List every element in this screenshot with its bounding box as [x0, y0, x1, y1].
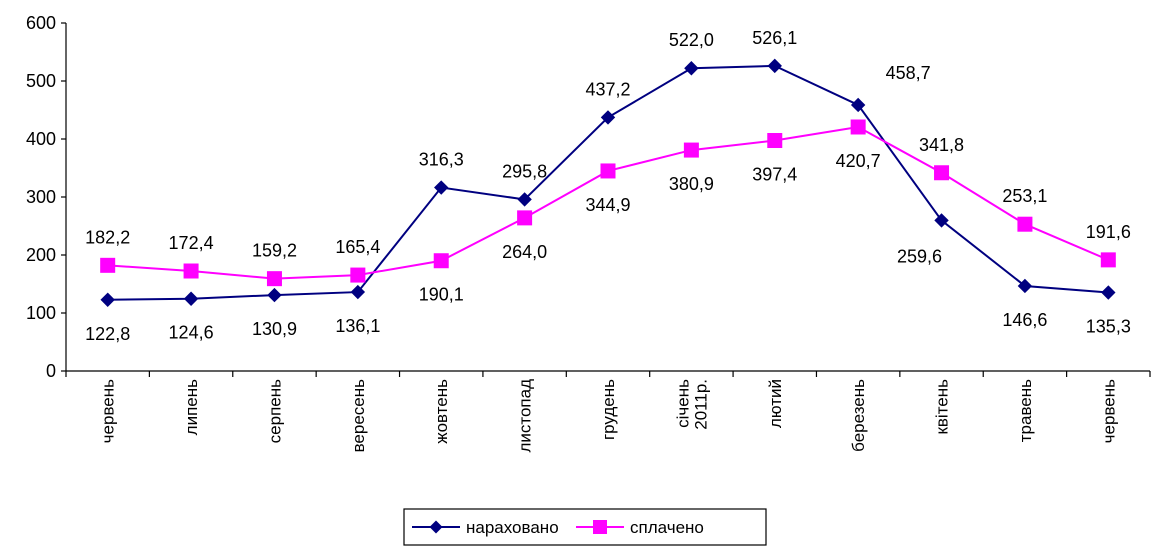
legend-diamond-icon — [429, 520, 443, 534]
x-tick-label: квітень — [933, 379, 952, 435]
legend-label: нараховано — [466, 518, 559, 537]
x-tick-label: червень — [99, 379, 118, 443]
data-label: 159,2 — [252, 241, 297, 261]
x-tick-label-line: червень — [1099, 379, 1118, 443]
data-label: 522,0 — [669, 30, 714, 50]
data-label: 437,2 — [585, 79, 630, 99]
diamond-point — [183, 291, 199, 306]
data-label: 146,6 — [1002, 310, 1047, 330]
diamond-point — [517, 192, 532, 207]
x-tick-label-line: грудень — [599, 379, 618, 440]
x-tick-label-line: липень — [182, 379, 201, 435]
data-label: 316,3 — [419, 150, 464, 170]
data-label: 397,4 — [752, 165, 797, 185]
x-tick-label-line: серпень — [265, 379, 284, 443]
data-label: 264,0 — [502, 242, 547, 262]
data-label: 165,4 — [335, 237, 380, 257]
diamond-point — [1101, 285, 1116, 300]
x-tick-label: червень — [1099, 379, 1118, 443]
data-label: 526,1 — [752, 28, 797, 48]
x-tick-label-line: вересень — [349, 379, 368, 453]
data-label: 191,6 — [1086, 222, 1131, 242]
square-point — [183, 263, 199, 279]
diamond-point — [767, 58, 782, 74]
diamond-point — [1017, 278, 1033, 294]
x-tick-label: вересень — [349, 379, 368, 453]
data-label: 136,1 — [335, 316, 380, 336]
data-label: 172,4 — [169, 233, 214, 253]
x-tick-label: березень — [849, 379, 868, 452]
data-label: 135,3 — [1086, 317, 1131, 337]
square-point — [350, 267, 366, 283]
diamond-point — [434, 180, 449, 195]
square-point — [517, 210, 533, 226]
y-tick-label: 400 — [26, 129, 56, 149]
legend-entry: нараховано — [412, 518, 559, 537]
x-tick-label-line: травень — [1016, 379, 1035, 442]
square-point — [934, 165, 950, 181]
x-tick-label: січень 2011р. — [673, 379, 710, 430]
x-tick-label-line: червень — [99, 379, 118, 443]
legend-entry: сплачено — [576, 518, 704, 537]
series-lines — [107, 64, 1109, 301]
diamond-point — [350, 284, 366, 300]
axes: 0 100 200 300 400 500 600 червень липень серпень в… — [26, 13, 1151, 453]
square-point — [1017, 216, 1033, 232]
y-tick-label: 300 — [26, 187, 56, 207]
legend-square-icon — [593, 520, 607, 534]
diamond-point — [600, 110, 616, 125]
x-tick-label: серпень — [265, 379, 284, 443]
x-tick-label: листопад — [516, 379, 535, 453]
legend-label: сплачено — [630, 518, 704, 537]
data-label: 122,8 — [85, 324, 130, 344]
x-tick-label: грудень — [599, 379, 618, 440]
data-label: 380,9 — [669, 174, 714, 194]
x-tick-label: жовтень — [432, 379, 451, 444]
data-label: 341,8 — [919, 135, 964, 155]
x-tick-label-line: квітень — [933, 379, 952, 435]
y-tick-label: 0 — [46, 361, 56, 381]
data-label: 190,1 — [419, 285, 464, 305]
data-label: 130,9 — [252, 319, 297, 339]
x-tick-label-line: січень — [673, 379, 692, 428]
x-tick-label-line: березень — [849, 379, 868, 452]
data-labels: 122,8 124,6 130,9 136,1 316,3 295,8 437,2 522,0… — [85, 28, 1131, 344]
series-markers — [100, 58, 1116, 307]
square-point — [100, 257, 116, 273]
x-tick-label-line: 2011р. — [691, 379, 710, 430]
data-label: 182,2 — [85, 227, 130, 247]
data-label: 344,9 — [585, 195, 630, 215]
diamond-point — [684, 61, 699, 76]
y-tick-label: 500 — [26, 71, 56, 91]
x-tick-label: травень — [1016, 379, 1035, 442]
data-label: 458,7 — [886, 63, 931, 83]
y-tick-label: 200 — [26, 245, 56, 265]
x-tick-label: лютий — [766, 379, 785, 428]
diamond-point — [850, 97, 866, 113]
square-point — [767, 133, 783, 149]
legend: нараховано сплачено — [403, 508, 767, 546]
square-point — [600, 163, 616, 179]
data-label: 259,6 — [897, 246, 942, 266]
data-label: 124,6 — [169, 323, 214, 343]
diamond-point — [100, 292, 115, 307]
y-tick-label: 100 — [26, 303, 56, 323]
data-label: 420,7 — [836, 151, 881, 171]
x-tick-label-line: листопад — [516, 379, 535, 453]
x-tick-label-line: лютий — [766, 379, 785, 428]
data-label: 295,8 — [502, 161, 547, 181]
square-point — [1100, 252, 1116, 268]
square-point — [266, 271, 282, 287]
diamond-point — [267, 287, 282, 303]
square-point — [433, 253, 449, 269]
data-label: 253,1 — [1002, 186, 1047, 206]
x-tick-label-line: жовтень — [432, 379, 451, 444]
diamond-point — [934, 213, 949, 228]
y-tick-label: 600 — [26, 13, 56, 33]
square-point — [683, 142, 699, 158]
x-tick-label: липень — [182, 379, 201, 435]
square-point — [850, 119, 866, 135]
